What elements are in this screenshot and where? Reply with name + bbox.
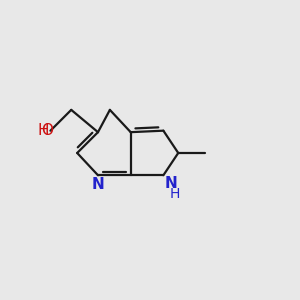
Text: O: O (41, 123, 53, 138)
Text: H: H (170, 187, 180, 201)
Text: H: H (38, 123, 49, 138)
Text: N: N (92, 177, 104, 192)
Text: N: N (165, 176, 178, 191)
